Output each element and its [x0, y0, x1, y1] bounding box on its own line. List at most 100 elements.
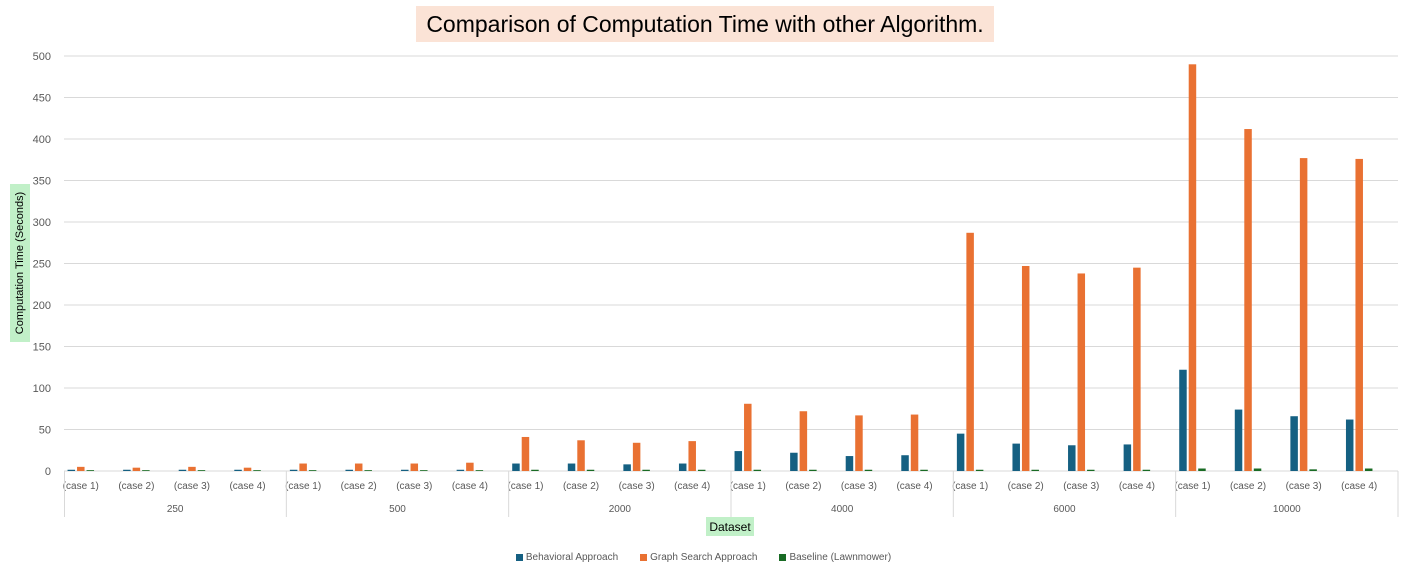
bar-graph-search-approach — [799, 411, 808, 471]
x-tick-label-case: (case 4) — [1341, 481, 1377, 492]
bar-behavioral-approach — [401, 469, 409, 471]
x-tick-label-case: (case 1) — [63, 481, 99, 492]
bar-behavioral-approach — [67, 469, 76, 471]
x-tick-label-case: (case 1) — [952, 481, 988, 492]
bar-behavioral-approach — [901, 455, 909, 471]
bar-behavioral-approach — [178, 469, 187, 471]
bar-graph-search-approach — [299, 463, 307, 471]
bar-behavioral-approach — [1290, 416, 1298, 471]
bar-graph-search-approach — [855, 415, 863, 471]
x-tick-label-case: (case 4) — [1119, 481, 1155, 492]
x-tick-label-case: (case 2) — [1008, 481, 1044, 492]
bar-baseline-lawnmower- — [364, 470, 372, 471]
bar-baseline-lawnmower- — [1309, 469, 1317, 471]
bar-behavioral-approach — [623, 464, 631, 471]
bar-behavioral-approach — [734, 451, 743, 471]
bar-behavioral-approach — [234, 469, 242, 471]
bar-baseline-lawnmower- — [920, 469, 928, 471]
y-tick-label: 450 — [33, 93, 51, 105]
bar-behavioral-approach — [567, 463, 576, 471]
x-tick-label-case: (case 2) — [785, 481, 821, 492]
legend-swatch-graph-search — [640, 554, 648, 561]
y-tick-label: 500 — [33, 51, 51, 63]
x-tick-label-case: (case 1) — [285, 481, 321, 492]
bar-baseline-lawnmower- — [1253, 468, 1262, 471]
bar-baseline-lawnmower- — [253, 470, 261, 471]
legend-swatch-behavioral — [515, 554, 523, 561]
bar-baseline-lawnmower- — [531, 469, 539, 471]
bar-baseline-lawnmower- — [1142, 469, 1151, 471]
bar-behavioral-approach — [345, 469, 353, 471]
x-tick-label-case: (case 3) — [174, 481, 210, 492]
legend-label-baseline: Baseline (Lawnmower) — [789, 552, 892, 563]
bar-behavioral-approach — [1123, 444, 1132, 471]
y-tick-label: 200 — [33, 300, 51, 312]
y-axis-label-box — [10, 184, 30, 342]
x-group-label: 250 — [167, 504, 184, 515]
bar-baseline-lawnmower- — [1198, 468, 1206, 471]
bar-baseline-lawnmower- — [197, 470, 206, 471]
x-axis-label-box: Dataset — [706, 517, 754, 536]
bar-graph-search-approach — [1133, 267, 1141, 471]
bar-graph-search-approach — [466, 462, 474, 471]
bar-graph-search-approach — [688, 441, 696, 471]
legend: Behavioral Approach Graph Search Approac… — [0, 552, 1407, 563]
bar-graph-search-approach — [966, 232, 974, 471]
bar-graph-search-approach — [910, 414, 919, 471]
x-tick-label-case: (case 4) — [452, 481, 488, 492]
bar-graph-search-approach — [354, 463, 363, 471]
x-group-label: 2000 — [609, 504, 632, 515]
y-tick-label: 350 — [33, 176, 51, 188]
bar-behavioral-approach — [1345, 419, 1354, 471]
legend-item-graph-search: Graph Search Approach — [640, 552, 757, 563]
bar-behavioral-approach — [956, 433, 965, 471]
bar-graph-search-approach — [188, 466, 196, 471]
bar-graph-search-approach — [744, 403, 752, 471]
legend-label-graph-search: Graph Search Approach — [650, 552, 758, 563]
bar-graph-search-approach — [1188, 64, 1197, 472]
x-tick-label-case: (case 2) — [341, 481, 377, 492]
x-tick-label-case: (case 2) — [563, 481, 599, 492]
bar-baseline-lawnmower- — [142, 470, 150, 471]
x-axis-label: Dataset — [709, 519, 751, 534]
bar-baseline-lawnmower- — [1031, 469, 1039, 471]
legend-item-baseline: Baseline (Lawnmower) — [779, 552, 891, 563]
x-group-label: 500 — [389, 504, 406, 515]
y-tick-label: 400 — [33, 134, 51, 146]
bar-graph-search-approach — [1021, 265, 1030, 471]
bar-graph-search-approach — [1355, 158, 1363, 472]
x-tick-label-case: (case 3) — [1063, 481, 1099, 492]
bar-graph-search-approach — [632, 442, 641, 471]
x-tick-label-case: (case 1) — [507, 481, 543, 492]
bar-graph-search-approach — [1244, 129, 1252, 472]
bar-baseline-lawnmower- — [1087, 469, 1095, 471]
bar-baseline-lawnmower- — [864, 469, 873, 471]
x-tick-label-case: (case 1) — [730, 481, 766, 492]
bar-graph-search-approach — [410, 463, 419, 471]
x-tick-label-case: (case 4) — [674, 481, 710, 492]
bar-behavioral-approach — [289, 469, 298, 471]
x-group-label: 4000 — [831, 504, 854, 515]
bar-baseline-lawnmower- — [420, 470, 428, 471]
chart-title-box: Comparison of Computation Time with othe… — [416, 6, 994, 42]
x-tick-label-case: (case 3) — [1286, 481, 1322, 492]
bar-baseline-lawnmower- — [308, 470, 317, 471]
y-tick-label: 150 — [33, 342, 51, 354]
bar-graph-search-approach — [1299, 158, 1308, 471]
bar-behavioral-approach — [123, 469, 131, 471]
bar-baseline-lawnmower- — [642, 469, 650, 471]
x-tick-label-case: (case 1) — [1174, 481, 1210, 492]
bar-graph-search-approach — [1077, 273, 1086, 471]
legend-item-behavioral: Behavioral Approach — [515, 552, 618, 563]
bar-behavioral-approach — [1179, 369, 1187, 471]
y-tick-label: 100 — [33, 383, 51, 395]
bar-graph-search-approach — [132, 467, 141, 471]
bar-behavioral-approach — [512, 463, 520, 471]
bar-graph-search-approach — [521, 436, 530, 471]
bar-baseline-lawnmower- — [809, 469, 817, 471]
bar-behavioral-approach — [845, 456, 854, 471]
chart-title: Comparison of Computation Time with othe… — [426, 10, 984, 37]
bar-graph-search-approach — [577, 440, 585, 471]
x-group-label: 6000 — [1053, 504, 1076, 515]
